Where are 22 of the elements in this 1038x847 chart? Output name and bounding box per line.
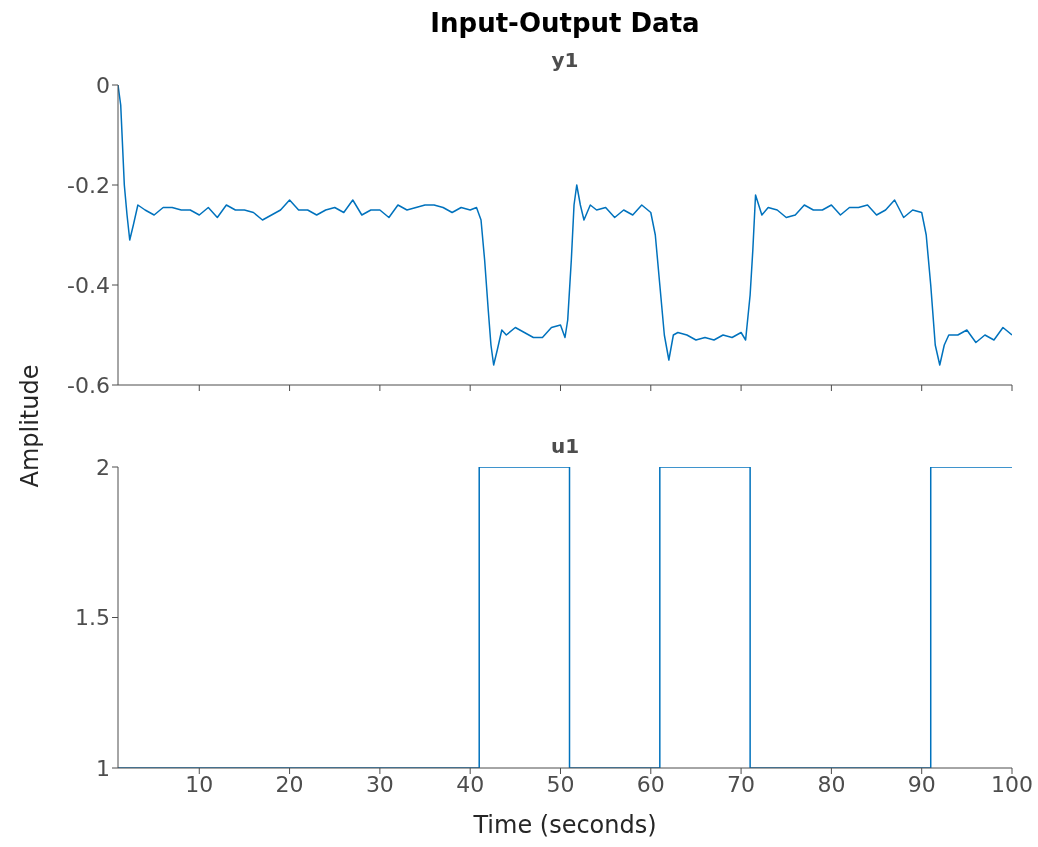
y-tick-label: 1.5 [75,605,110,631]
x-tick-label: 30 [365,771,394,797]
y-tick-label: -0.2 [67,172,110,198]
y-tick-label: -0.4 [67,272,110,298]
y-tick-label: 2 [96,454,110,480]
y-axis-title: Amplitude [16,364,44,488]
x-tick-label: 70 [727,771,756,797]
chart-title: Input-Output Data [429,8,701,38]
y-tick-label: 1 [96,755,110,781]
x-tick-label: 20 [275,771,304,797]
y-tick-label: -0.6 [67,372,110,398]
chart-subtitle: y1 [550,48,580,72]
x-tick-label: 80 [817,771,846,797]
x-tick-label: 100 [991,771,1033,797]
x-tick-label: 40 [456,771,485,797]
x-axis-title: Time (seconds) [472,811,657,839]
y-tick-label: 0 [96,72,110,98]
x-tick-label: 60 [636,771,665,797]
x-tick-label: 50 [546,771,575,797]
x-tick-label: 90 [907,771,936,797]
chart-title: u1 [549,434,581,458]
x-tick-label: 10 [185,771,214,797]
